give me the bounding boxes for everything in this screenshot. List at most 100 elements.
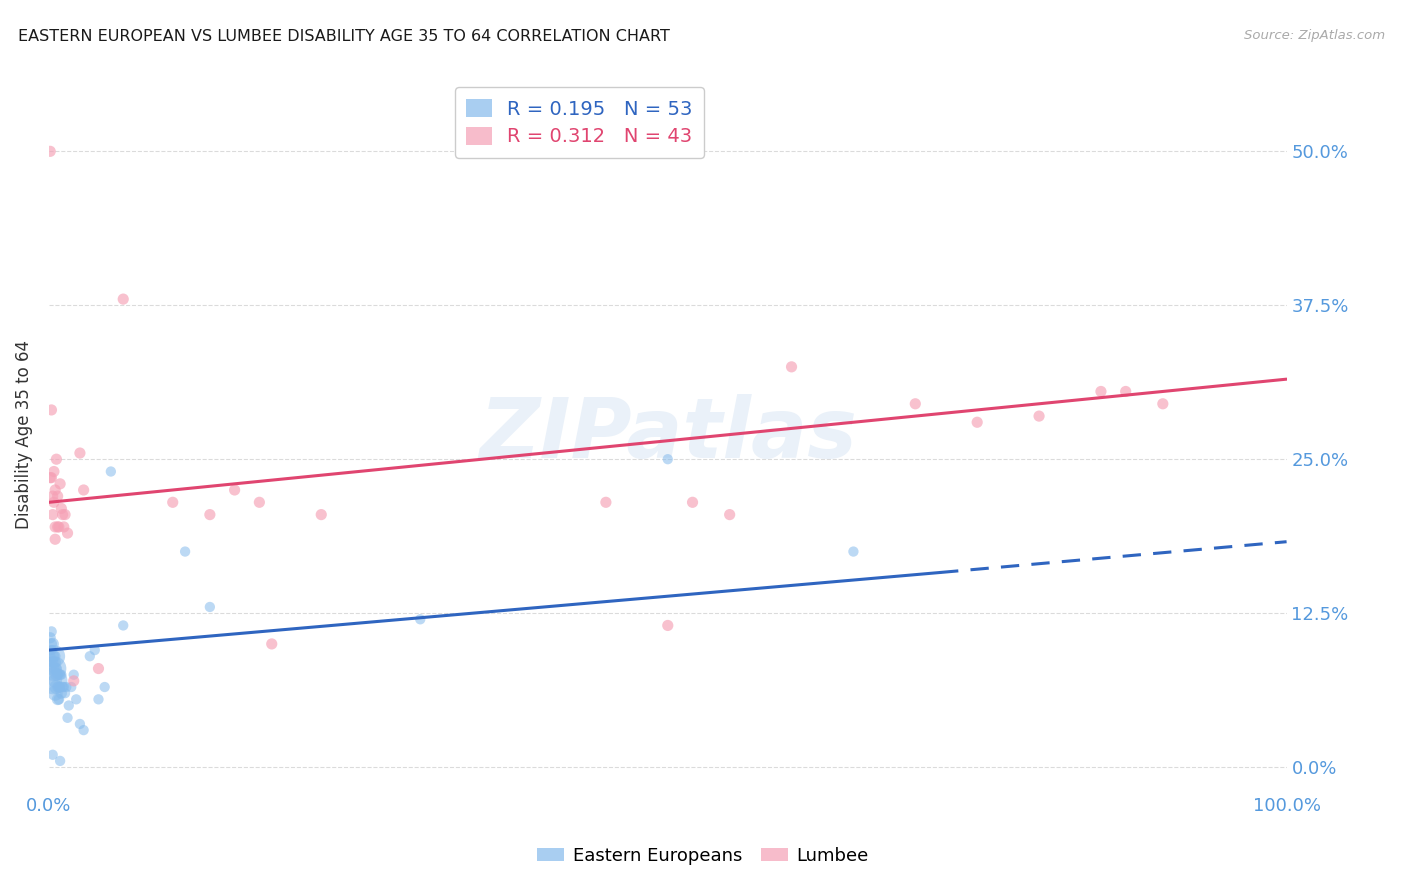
Point [60, 680, 83, 694]
Point [49, 667, 72, 681]
Point [65, 692, 87, 706]
Point [42, 661, 65, 675]
Point [1152, 397, 1174, 411]
Point [46, 692, 69, 706]
Point [657, 452, 679, 467]
Point [51, 501, 73, 516]
Point [309, 508, 332, 522]
Point [79, 649, 101, 664]
Point [44, 673, 66, 688]
Point [1115, 384, 1137, 399]
Y-axis label: Disability Age 35 to 64: Disability Age 35 to 64 [15, 340, 32, 529]
Point [49, 476, 72, 491]
Point [409, 612, 432, 626]
Point [51, 667, 73, 681]
Point [46, 489, 69, 503]
Point [45, 680, 67, 694]
Point [966, 415, 988, 429]
Point [46, 667, 69, 681]
Point [44, 533, 66, 547]
Point [112, 618, 135, 632]
Point [718, 508, 741, 522]
Point [52, 508, 75, 522]
Legend: Eastern Europeans, Lumbee: Eastern Europeans, Lumbee [530, 840, 876, 872]
Point [46, 520, 69, 534]
Point [87, 692, 110, 706]
Point [48, 520, 70, 534]
Point [56, 526, 79, 541]
Point [62, 667, 84, 681]
Point [247, 495, 270, 509]
Point [48, 692, 70, 706]
Point [198, 599, 221, 614]
Point [42, 649, 65, 664]
Point [72, 723, 94, 738]
Point [49, 754, 72, 768]
Legend: R = 0.195   N = 53, R = 0.312   N = 43: R = 0.195 N = 53, R = 0.312 N = 43 [454, 87, 704, 158]
Point [46, 680, 69, 694]
Point [41, 649, 63, 664]
Point [41, 403, 63, 417]
Text: EASTERN EUROPEAN VS LUMBEE DISABILITY AGE 35 TO 64 CORRELATION CHART: EASTERN EUROPEAN VS LUMBEE DISABILITY AG… [18, 29, 671, 44]
Point [52, 680, 75, 694]
Point [842, 544, 865, 558]
Point [100, 465, 122, 479]
Point [780, 359, 803, 374]
Point [49, 680, 72, 694]
Point [42, 465, 65, 479]
Point [41, 637, 63, 651]
Point [904, 397, 927, 411]
Point [41, 747, 63, 762]
Point [39, 145, 62, 159]
Point [42, 673, 65, 688]
Point [55, 680, 77, 694]
Point [224, 483, 246, 497]
Point [260, 637, 283, 651]
Point [93, 680, 115, 694]
Point [45, 452, 67, 467]
Point [83, 643, 105, 657]
Point [44, 686, 66, 700]
Point [595, 495, 617, 509]
Point [48, 680, 70, 694]
Point [42, 495, 65, 509]
Point [1090, 384, 1112, 399]
Point [41, 508, 63, 522]
Point [69, 446, 91, 460]
Point [682, 495, 704, 509]
Point [41, 637, 63, 651]
Point [53, 508, 76, 522]
Point [41, 624, 63, 639]
Point [44, 483, 66, 497]
Point [44, 649, 66, 664]
Point [41, 471, 63, 485]
Point [51, 686, 73, 700]
Point [56, 711, 79, 725]
Point [112, 292, 135, 306]
Point [44, 520, 66, 534]
Point [45, 661, 67, 675]
Point [58, 698, 80, 713]
Text: Source: ZipAtlas.com: Source: ZipAtlas.com [1244, 29, 1385, 42]
Point [39, 649, 62, 664]
Point [39, 631, 62, 645]
Point [52, 680, 75, 694]
Point [657, 618, 679, 632]
Point [1028, 409, 1050, 423]
Point [198, 508, 221, 522]
Point [44, 661, 66, 675]
Point [45, 667, 67, 681]
Point [41, 656, 63, 670]
Point [44, 656, 66, 670]
Point [174, 544, 197, 558]
Point [62, 673, 84, 688]
Point [52, 520, 75, 534]
Text: ZIPatlas: ZIPatlas [479, 394, 856, 475]
Point [87, 661, 110, 675]
Point [39, 471, 62, 485]
Point [162, 495, 184, 509]
Point [69, 717, 91, 731]
Point [41, 661, 63, 675]
Point [41, 643, 63, 657]
Point [53, 686, 76, 700]
